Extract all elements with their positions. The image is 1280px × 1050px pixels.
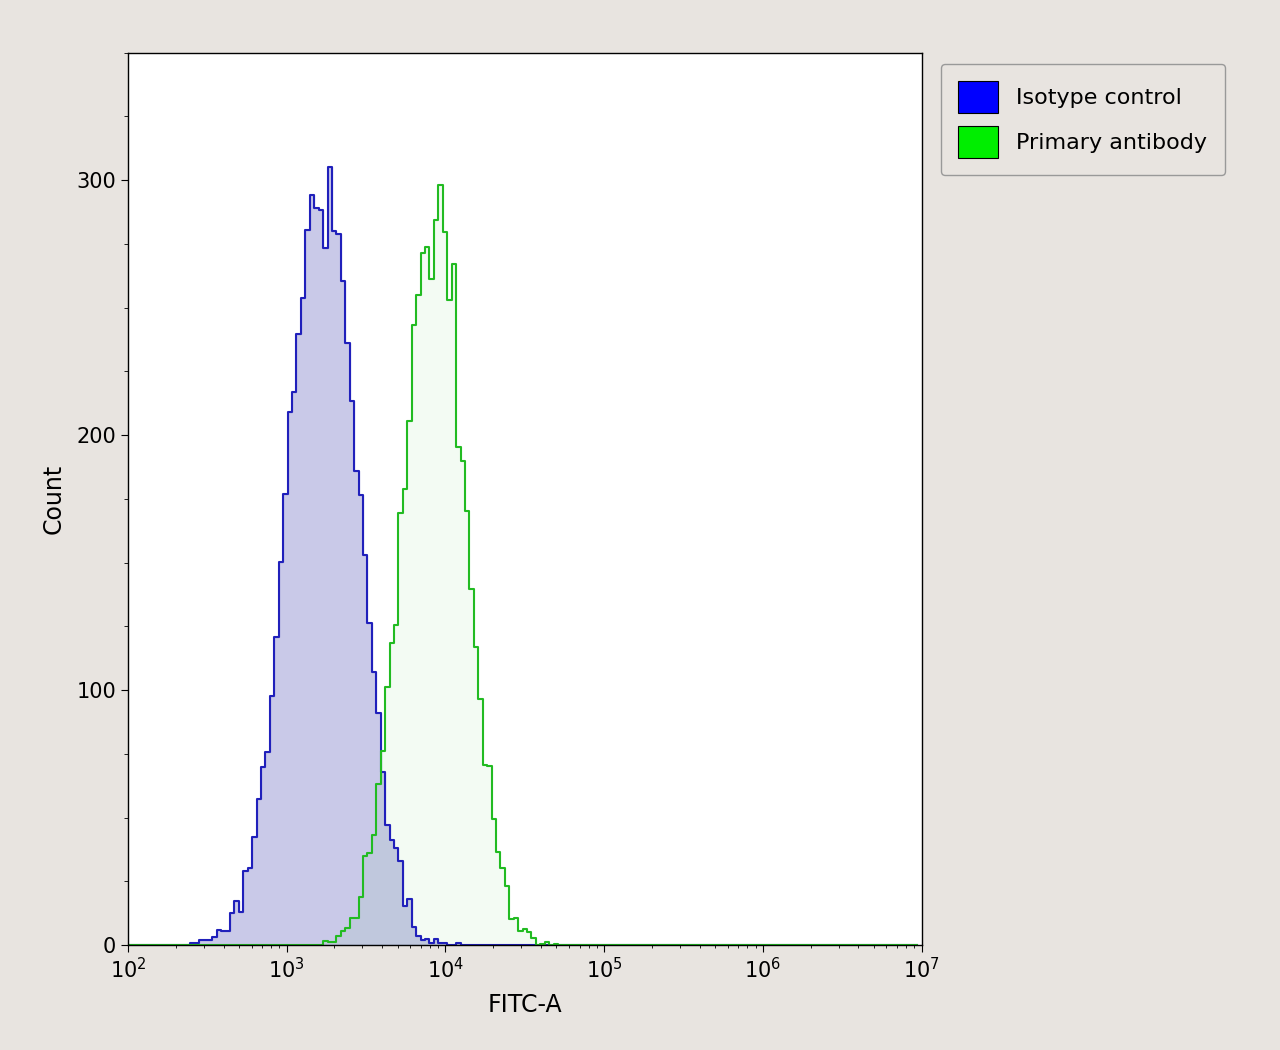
Y-axis label: Count: Count bbox=[41, 464, 65, 533]
X-axis label: FITC-A: FITC-A bbox=[488, 993, 562, 1017]
Legend: Isotype control, Primary antibody: Isotype control, Primary antibody bbox=[941, 64, 1225, 175]
